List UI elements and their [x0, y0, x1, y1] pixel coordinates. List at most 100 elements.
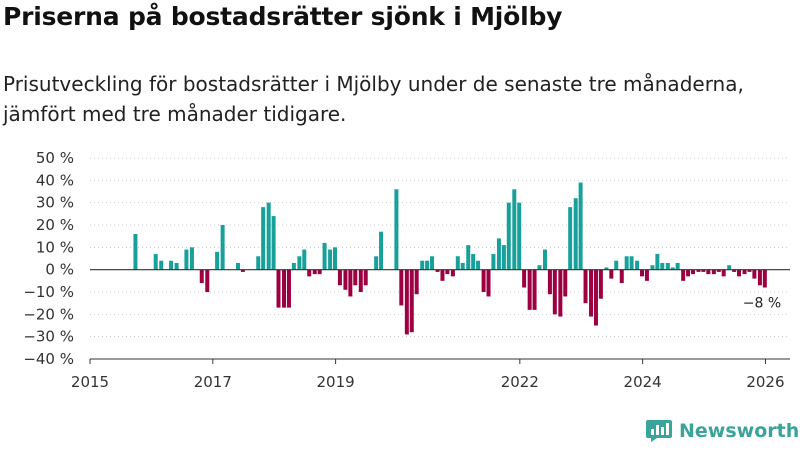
bar	[558, 269, 563, 317]
bar	[322, 242, 327, 270]
bar	[675, 262, 680, 270]
bar	[358, 269, 363, 292]
bar	[547, 269, 552, 295]
bar	[153, 254, 158, 270]
bar	[696, 269, 701, 272]
bar	[159, 260, 164, 270]
bar	[716, 269, 721, 272]
bar	[276, 269, 281, 308]
bar	[291, 262, 296, 270]
bar	[266, 202, 271, 270]
bar	[455, 256, 460, 270]
bar	[394, 189, 399, 270]
y-tick-label: −20 %	[23, 305, 74, 323]
bar	[573, 198, 578, 270]
bar	[706, 269, 711, 275]
bar	[235, 262, 240, 270]
bar	[363, 269, 368, 286]
y-tick-label: −30 %	[23, 328, 74, 346]
bar	[512, 189, 517, 270]
bar	[543, 249, 547, 270]
x-tick-label: 2017	[194, 373, 232, 391]
y-tick-label: 10 %	[36, 238, 74, 256]
bar	[430, 256, 435, 270]
x-tick-label: 2024	[624, 373, 662, 391]
bar	[174, 262, 179, 270]
bar	[133, 233, 138, 270]
chart-subtitle: Prisutveckling för bostadsrätter i Mjölb…	[3, 69, 800, 129]
bar	[552, 269, 557, 315]
bar	[532, 269, 537, 310]
bar	[598, 269, 603, 299]
bar	[169, 260, 174, 270]
bar	[404, 269, 409, 335]
bar	[619, 269, 624, 284]
bar	[445, 269, 450, 275]
bar	[721, 269, 726, 277]
bar	[328, 249, 333, 270]
y-tick-label: −40 %	[23, 350, 74, 368]
chart-title: Priserna på bostadsrätter sjönk i Mjölby	[3, 2, 563, 31]
bar	[420, 260, 425, 270]
gridlines	[90, 157, 790, 360]
bar	[665, 262, 670, 270]
bar	[199, 269, 204, 284]
subtitle-line-1: Prisutveckling för bostadsrätter i Mjölb…	[3, 72, 744, 96]
bar	[220, 225, 225, 270]
bar	[614, 260, 619, 270]
bar	[282, 269, 287, 308]
bar	[506, 202, 511, 270]
bar	[501, 245, 506, 270]
axes	[89, 269, 790, 364]
bar	[593, 269, 598, 326]
bars	[133, 182, 767, 335]
bar	[686, 269, 691, 277]
bar	[440, 269, 445, 281]
bar	[353, 269, 358, 286]
bar	[302, 249, 307, 270]
bar	[737, 269, 742, 277]
y-tick-label: 30 %	[36, 194, 74, 212]
x-tick-label: 2026	[746, 373, 784, 391]
bar	[215, 251, 220, 270]
bar	[563, 269, 568, 297]
bar	[690, 269, 695, 275]
bar	[476, 260, 481, 270]
bar	[184, 249, 189, 270]
labels: 50 % 40 % 30 % 20 % 10 % 0 % −10 % −20 % −30 % −4…	[23, 149, 784, 391]
y-tick-label: 0 %	[45, 261, 74, 279]
bar	[517, 202, 522, 270]
y-tick-label: 50 %	[36, 149, 74, 167]
bar	[297, 256, 302, 270]
bar	[374, 256, 379, 270]
bar	[486, 269, 491, 297]
bar	[522, 269, 527, 288]
bar	[757, 269, 762, 286]
bar	[286, 269, 291, 308]
bar	[635, 260, 640, 270]
bar	[256, 256, 261, 270]
y-tick-label: −10 %	[23, 283, 74, 301]
bar	[307, 269, 312, 277]
bar	[650, 265, 655, 270]
bar	[491, 254, 496, 270]
newsworthy-logo-icon	[646, 420, 672, 442]
bar	[711, 269, 716, 275]
bar	[701, 269, 706, 272]
bar	[655, 254, 660, 270]
bar	[460, 262, 465, 270]
bar	[450, 269, 455, 277]
x-tick-label: 2019	[317, 373, 355, 391]
x-tick-label: 2015	[71, 373, 109, 391]
bar	[727, 265, 732, 270]
bar	[466, 245, 471, 270]
bar	[537, 265, 542, 270]
bar	[609, 269, 614, 279]
bar	[640, 269, 645, 277]
bar	[604, 267, 609, 270]
bar	[343, 269, 348, 290]
bar	[317, 269, 322, 275]
bar	[568, 207, 573, 270]
bar	[312, 269, 317, 275]
